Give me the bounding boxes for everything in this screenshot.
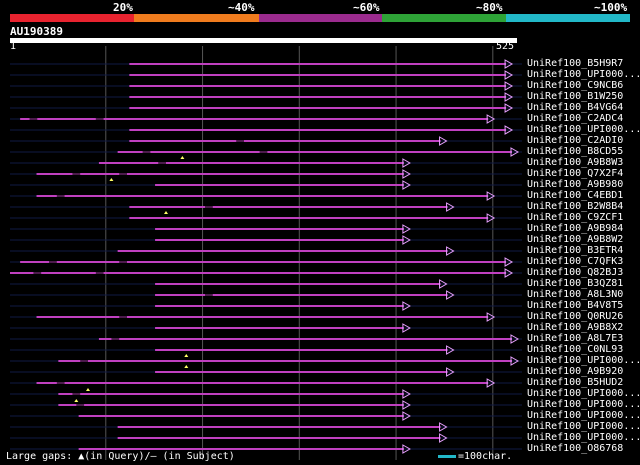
hit-arrowhead bbox=[402, 389, 411, 399]
hit-label[interactable]: UniRef100_UPI000... bbox=[527, 124, 640, 135]
hit-arrowhead bbox=[439, 136, 448, 146]
hit-label[interactable]: UniRef100_UPI000... bbox=[527, 432, 640, 443]
hit-arrowhead bbox=[446, 246, 455, 256]
hit-arrowhead bbox=[402, 158, 411, 168]
hit-label[interactable]: UniRef100_C9NCB6 bbox=[527, 80, 624, 91]
hit-label[interactable]: UniRef100_A9B980 bbox=[527, 179, 624, 190]
hit-label[interactable]: UniRef100_C2ADI0 bbox=[527, 135, 624, 146]
hit-label[interactable]: UniRef100_A9B8W3 bbox=[527, 157, 624, 168]
query-gap-marker bbox=[164, 211, 168, 214]
hit-label[interactable]: UniRef100_B2W8B4 bbox=[527, 201, 624, 212]
query-gap-marker bbox=[109, 178, 114, 181]
query-gap-marker bbox=[74, 399, 79, 402]
hit-arrowhead bbox=[504, 70, 514, 80]
hit-arrowhead bbox=[486, 312, 496, 322]
hit-label[interactable]: UniRef100_UPI000... bbox=[527, 421, 640, 432]
band-cyan bbox=[506, 14, 630, 22]
hit-label[interactable]: UniRef100_B4VG64 bbox=[527, 102, 624, 113]
hit-label[interactable]: UniRef100_B5H9R7 bbox=[527, 58, 624, 69]
hit-label[interactable]: UniRef100_A9B8W2 bbox=[527, 234, 624, 245]
hit-arrowhead bbox=[504, 125, 514, 135]
hit-arrowhead bbox=[504, 81, 514, 91]
band-purple bbox=[259, 14, 382, 22]
hit-label[interactable]: UniRef100_UPI000... bbox=[527, 410, 640, 421]
hit-arrowhead bbox=[402, 444, 411, 454]
hit-arrowhead bbox=[446, 345, 455, 355]
band-orange bbox=[134, 14, 259, 22]
query-gap-marker bbox=[86, 388, 90, 391]
hit-arrowhead bbox=[446, 290, 455, 300]
hit-arrowhead bbox=[504, 257, 514, 267]
scale-legend: =100char. bbox=[438, 451, 512, 462]
hit-arrowhead bbox=[402, 400, 411, 410]
hit-label[interactable]: UniRef100_A9B984 bbox=[527, 223, 624, 234]
hit-label[interactable]: UniRef100_C7QFK3 bbox=[527, 256, 624, 267]
hit-label[interactable]: UniRef100_C0NL93 bbox=[527, 344, 624, 355]
hit-label[interactable]: UniRef100_UPI000... bbox=[527, 355, 640, 366]
scale-bar bbox=[438, 454, 456, 458]
hit-arrowhead bbox=[486, 114, 496, 124]
hit-arrowhead bbox=[402, 169, 411, 179]
hit-label[interactable]: UniRef100_B3ETR4 bbox=[527, 245, 624, 256]
hit-label[interactable]: UniRef100_A8L3N0 bbox=[527, 289, 624, 300]
hit-label[interactable]: UniRef100_C9ZCF1 bbox=[527, 212, 624, 223]
percent-label-20: 20% bbox=[113, 1, 133, 14]
hit-arrowhead bbox=[486, 378, 496, 388]
hit-arrowhead bbox=[510, 147, 520, 157]
hit-label[interactable]: UniRef100_B8CD55 bbox=[527, 146, 624, 157]
query-ruler bbox=[10, 38, 517, 43]
hit-label[interactable]: UniRef100_UPI000... bbox=[527, 388, 640, 399]
hit-arrowhead bbox=[504, 268, 514, 278]
hit-label[interactable]: UniRef100_B1W250 bbox=[527, 91, 624, 102]
hit-arrowhead bbox=[510, 334, 520, 344]
hit-arrowhead bbox=[446, 367, 455, 377]
hit-arrowhead bbox=[402, 180, 411, 190]
query-gap-marker bbox=[184, 365, 189, 368]
hit-label[interactable]: UniRef100_A8L7E3 bbox=[527, 333, 624, 344]
query-start-label: 1 bbox=[10, 41, 17, 52]
hit-label[interactable]: UniRef100_Q0RU26 bbox=[527, 311, 624, 322]
query-end-label: 525 bbox=[496, 41, 515, 52]
percent-label-80: ~80% bbox=[476, 1, 503, 14]
band-red bbox=[10, 14, 134, 22]
hit-label[interactable]: UniRef100_B5HUD2 bbox=[527, 377, 624, 388]
query-gap-marker bbox=[180, 156, 185, 159]
hit-arrowhead bbox=[402, 411, 411, 421]
hit-arrowhead bbox=[402, 235, 411, 245]
percent-label-100: ~100% bbox=[594, 1, 628, 14]
hit-arrowhead bbox=[439, 422, 448, 432]
hit-arrowhead bbox=[446, 202, 455, 212]
hit-label[interactable]: UniRef100_O86768 bbox=[527, 443, 624, 454]
hit-arrowhead bbox=[402, 301, 411, 311]
hit-arrowhead bbox=[486, 191, 496, 201]
scale-text: =100char. bbox=[458, 451, 513, 462]
query-id: AU190389 bbox=[10, 25, 63, 38]
hit-label[interactable]: UniRef100_A9B8X2 bbox=[527, 322, 624, 333]
hit-label[interactable]: UniRef100_C2ADC4 bbox=[527, 113, 624, 124]
hit-label[interactable]: UniRef100_A9B920 bbox=[527, 366, 624, 377]
hit-arrowhead bbox=[402, 323, 411, 333]
hit-arrowhead bbox=[510, 356, 520, 366]
hit-arrowhead bbox=[402, 224, 411, 234]
hit-label[interactable]: UniRef100_B4V8T5 bbox=[527, 300, 624, 311]
query-gap-marker bbox=[184, 354, 189, 357]
percent-label-60: ~60% bbox=[353, 1, 380, 14]
gap-legend: Large gaps: ▲(in Query)/– (in Subject) bbox=[6, 451, 235, 462]
hit-arrowhead bbox=[504, 92, 514, 102]
hit-arrowhead bbox=[439, 279, 448, 289]
hit-arrowhead bbox=[439, 433, 448, 443]
hit-label[interactable]: UniRef100_Q7X2F4 bbox=[527, 168, 624, 179]
hit-label[interactable]: UniRef100_Q82BJ3 bbox=[527, 267, 624, 278]
hit-label[interactable]: UniRef100_C4EBD1 bbox=[527, 190, 624, 201]
band-green bbox=[382, 14, 506, 22]
hit-label[interactable]: UniRef100_B3QZ81 bbox=[527, 278, 624, 289]
hit-arrowhead bbox=[486, 213, 496, 223]
percent-label-40: ~40% bbox=[228, 1, 255, 14]
hit-arrowhead bbox=[504, 59, 514, 69]
hit-label[interactable]: UniRef100_UPI000... bbox=[527, 69, 640, 80]
hit-arrowhead bbox=[504, 103, 514, 113]
hit-label[interactable]: UniRef100_UPI000... bbox=[527, 399, 640, 410]
